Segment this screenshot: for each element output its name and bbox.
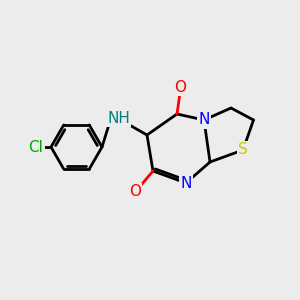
Text: NH: NH [107, 111, 130, 126]
Text: O: O [129, 184, 141, 200]
Text: N: N [198, 112, 210, 128]
Text: N: N [180, 176, 192, 190]
Text: O: O [175, 80, 187, 94]
Text: Cl: Cl [28, 140, 44, 154]
Text: S: S [238, 142, 248, 158]
